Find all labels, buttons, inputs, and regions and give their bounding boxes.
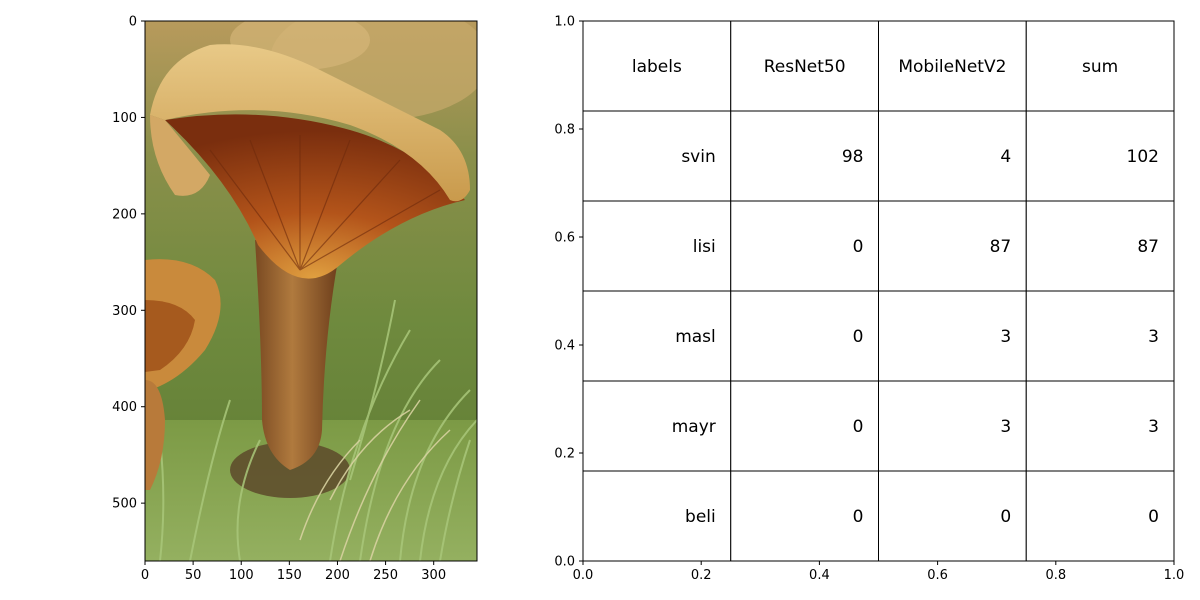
table-x-tick-label: 0.8 <box>1045 568 1066 583</box>
table-cell <box>878 380 1027 472</box>
table-cell-value: 0 <box>1148 507 1159 527</box>
table-cell-value: 0 <box>853 507 864 527</box>
table-cell <box>1025 290 1175 382</box>
table-y-axis: 0.0 0.2 0.4 0.6 0.8 1.0 <box>554 15 583 570</box>
table-cell <box>878 470 1027 562</box>
table-cell-value: 3 <box>1000 417 1011 437</box>
photo-x-tick-label: 50 <box>185 568 202 583</box>
table-cell <box>730 470 879 562</box>
table-y-tick-label: 0.8 <box>554 123 575 138</box>
table-header-cell <box>730 20 879 112</box>
table-cell-value: 98 <box>842 147 864 167</box>
table-cell-value: mayr <box>672 417 716 437</box>
photo-x-tick-label: 200 <box>325 568 350 583</box>
table-cell <box>1025 110 1175 202</box>
table-cell-value: lisi <box>693 237 716 257</box>
table-y-tick-label: 1.0 <box>554 15 575 30</box>
table-x-axis: 0.0 0.2 0.4 0.6 0.8 1.0 <box>573 561 1185 583</box>
table-cell-value: svin <box>681 147 715 167</box>
table-cell-value: 87 <box>1137 237 1159 257</box>
table-cell-value: 0 <box>853 327 864 347</box>
table-cell-value: 3 <box>1148 417 1159 437</box>
table-cell <box>1025 380 1175 472</box>
photo-y-axis: 0 100 200 300 400 500 <box>112 15 145 512</box>
table-header-label: sum <box>1082 57 1118 77</box>
table-cell-value: 87 <box>990 237 1012 257</box>
photo-x-tick-label: 250 <box>373 568 398 583</box>
photo-x-tick-label: 0 <box>141 568 149 583</box>
table-cell-value: 0 <box>1000 507 1011 527</box>
photo-x-tick-label: 300 <box>421 568 446 583</box>
table-cell <box>582 110 732 202</box>
table-y-tick-label: 0.0 <box>554 555 575 570</box>
table-cell <box>582 380 732 472</box>
table-cell-value: 0 <box>853 237 864 257</box>
photo-y-tick-label: 0 <box>129 15 137 30</box>
table-cell <box>582 470 732 562</box>
table-cell-value: beli <box>685 507 716 527</box>
table-cell-value: 102 <box>1127 147 1159 167</box>
photo-x-tick-label: 100 <box>229 568 254 583</box>
table-cell <box>730 380 879 472</box>
photo-x-tick-label: 150 <box>277 568 302 583</box>
table-cell-value: 0 <box>853 417 864 437</box>
table-x-tick-label: 0.6 <box>927 568 948 583</box>
table-x-tick-label: 0.0 <box>573 568 594 583</box>
table-cell <box>878 290 1027 382</box>
table-axes: labels ResNet50 MobileNetV2 sum svin 98 4 102 li… <box>554 15 1184 584</box>
table-cell <box>1025 200 1175 292</box>
table-cell <box>1025 470 1175 562</box>
table-cell-value: 3 <box>1148 327 1159 347</box>
table-x-tick-label: 0.2 <box>691 568 712 583</box>
table-header-label: ResNet50 <box>764 57 846 77</box>
photo-y-tick-label: 100 <box>112 111 137 126</box>
photo-y-tick-label: 200 <box>112 207 137 222</box>
photo-x-axis: 0 50 100 150 200 250 300 <box>141 561 446 583</box>
table-cell <box>878 110 1027 202</box>
table-header-cell <box>878 20 1027 112</box>
table-header-label: MobileNetV2 <box>898 57 1006 77</box>
table-cell <box>730 290 879 382</box>
table-header-label: labels <box>632 57 682 77</box>
table-cell-value: masl <box>675 327 716 347</box>
table-cell <box>878 200 1027 292</box>
results-table: labels ResNet50 MobileNetV2 sum svin 98 4 102 li… <box>582 20 1175 562</box>
table-y-tick-label: 0.4 <box>554 339 575 354</box>
photo-y-tick-label: 400 <box>112 400 137 415</box>
table-x-tick-label: 1.0 <box>1164 568 1185 583</box>
photo-y-tick-label: 300 <box>112 304 137 319</box>
photo-axes: 0 50 100 150 200 250 300 0 100 200 300 400 500 <box>112 15 478 583</box>
table-x-tick-label: 0.4 <box>809 568 830 583</box>
table-header-cell <box>1025 20 1175 112</box>
table-cell-value: 4 <box>1000 147 1011 167</box>
photo-y-tick-label: 500 <box>112 497 137 512</box>
table-y-tick-label: 0.6 <box>554 231 575 246</box>
table-header-cell <box>582 20 732 112</box>
table-cell-value: 3 <box>1000 327 1011 347</box>
mushroom-photo <box>145 21 477 561</box>
table-cell <box>730 110 879 202</box>
table-y-tick-label: 0.2 <box>554 447 575 462</box>
